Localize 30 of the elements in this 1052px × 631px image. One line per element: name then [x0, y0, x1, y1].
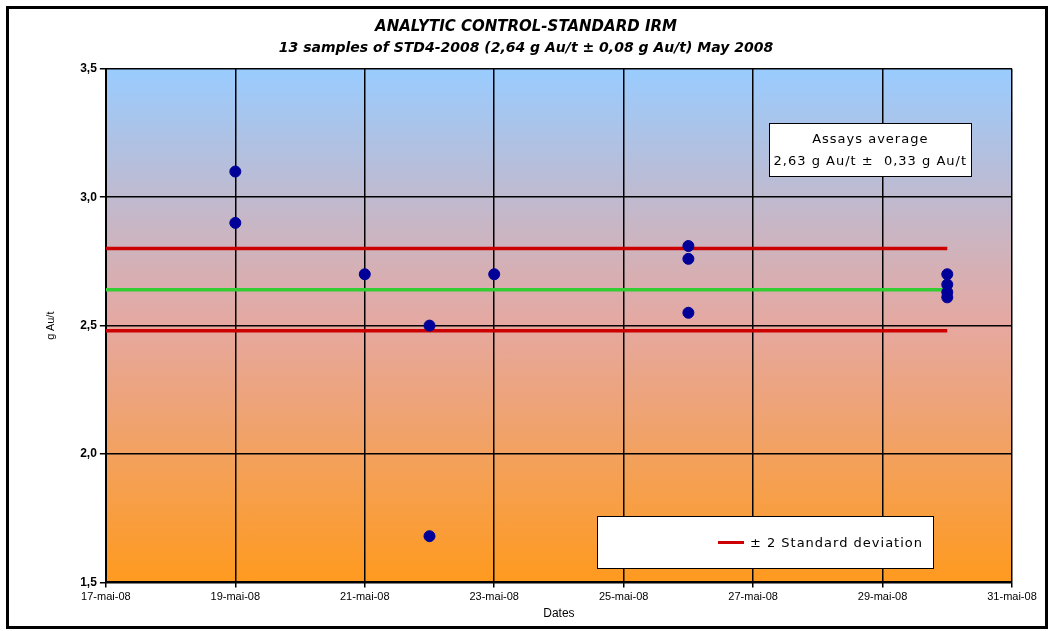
y-axis-title: g Au/t	[43, 311, 56, 340]
y-tick-label: 3,5	[80, 61, 98, 76]
x-tick-label: 29-mai-08	[857, 590, 908, 603]
annotation: Assays average 2,63 g Au/t ± 0,33 g Au/t	[768, 123, 972, 177]
x-tick-label: 31-mai-08	[987, 590, 1037, 603]
legend-label: ± 2 Standard deviation	[749, 535, 923, 550]
y-tick-label: 2,0	[80, 446, 98, 461]
point	[229, 216, 242, 229]
x-tick-label: 19-mai-08	[210, 590, 261, 603]
y-tick-label: 1,5	[80, 574, 98, 589]
point	[488, 268, 501, 281]
point	[423, 319, 436, 332]
chart-title: ANALYTIC CONTROL-STANDARD IRM	[374, 16, 678, 35]
point	[682, 239, 695, 252]
point	[358, 268, 371, 281]
legend: ± 2 Standard deviation	[596, 516, 934, 569]
point	[682, 252, 695, 265]
x-tick-label: 17-mai-08	[81, 590, 131, 603]
point	[229, 165, 242, 178]
y-tick-label: 3,0	[80, 189, 98, 204]
x-tick-label: 27-mai-08	[728, 590, 778, 603]
x-tick-label: 23-mai-08	[469, 590, 519, 603]
x-tick-label: 25-mai-08	[598, 590, 649, 603]
x-axis-title: Dates	[543, 606, 575, 621]
point	[682, 306, 695, 319]
point	[941, 268, 954, 281]
point	[423, 530, 436, 543]
x-tick-label: 21-mai-08	[340, 590, 390, 603]
chart-subtitle: 13 samples of STD4-2008 (2,64 g Au/t ± 0,08 g Au/t) May 2008	[278, 39, 774, 56]
y-tick-label: 2,5	[80, 317, 98, 332]
